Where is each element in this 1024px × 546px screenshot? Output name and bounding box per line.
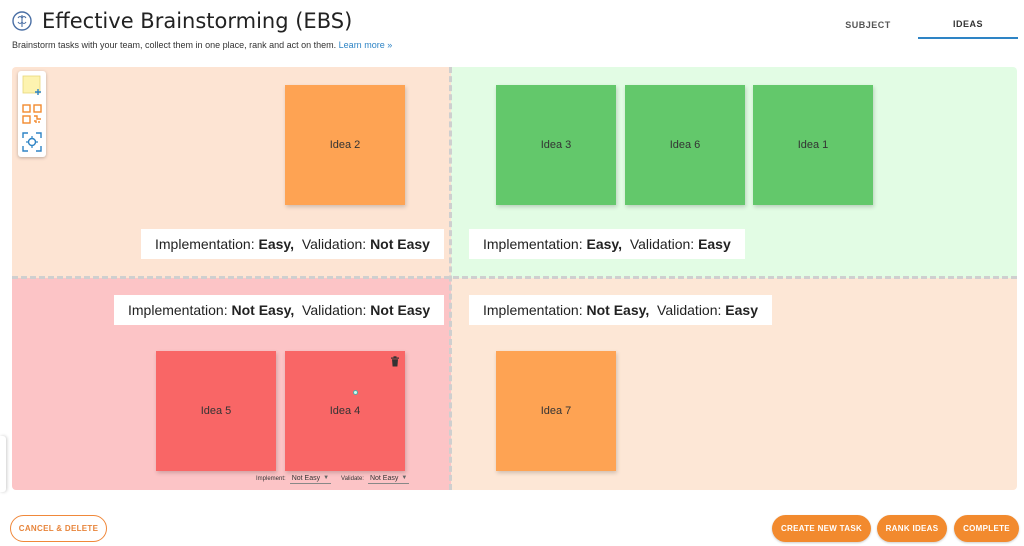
subtitle-text: Brainstorm tasks with your team, collect…	[12, 40, 337, 50]
implement-label: Implement:	[256, 476, 286, 482]
sticky-note[interactable]: Idea 2	[285, 85, 405, 205]
trash-icon[interactable]	[390, 356, 400, 367]
impl-value: Not Easy,	[231, 302, 295, 318]
quadrant-label-bottom-left: Implementation: Not Easy, Validation: No…	[114, 295, 445, 325]
impl-value: Easy,	[258, 236, 295, 252]
caret-down-icon: ▼	[401, 475, 408, 481]
valid-prefix: Validation:	[302, 302, 367, 318]
app-header: Effective Brainstorming (EBS) Brainstorm…	[0, 0, 1024, 60]
quadrant-label-bottom-right: Implementation: Not Easy, Validation: Ea…	[469, 295, 772, 325]
validate-value: Not Easy	[369, 474, 399, 482]
sticky-note[interactable]: Idea 7	[496, 351, 616, 471]
sticky-note-selected[interactable]: Idea 4	[285, 351, 405, 471]
complete-button[interactable]: COMPLETE	[954, 515, 1019, 542]
learn-more-link[interactable]: Learn more »	[338, 40, 393, 50]
impl-prefix: Implementation:	[483, 302, 583, 318]
note-label: Idea 3	[540, 139, 572, 151]
caret-down-icon: ▼	[323, 475, 330, 481]
impl-value: Not Easy,	[586, 302, 650, 318]
tab-ideas[interactable]: IDEAS	[918, 10, 1018, 39]
horizontal-divider	[12, 276, 1017, 279]
tab-subject[interactable]: SUBJECT	[845, 19, 891, 30]
impl-prefix: Implementation:	[155, 236, 255, 252]
brain-icon	[12, 11, 32, 31]
sticky-note[interactable]: Idea 5	[156, 351, 276, 471]
create-new-task-button[interactable]: CREATE NEW TASK	[772, 515, 871, 542]
note-label: Idea 1	[797, 139, 829, 151]
note-label: Idea 6	[669, 139, 701, 151]
page-title: Effective Brainstorming (EBS)	[42, 9, 353, 33]
page-subtitle: Brainstorm tasks with your team, collect…	[12, 40, 392, 50]
valid-value: Easy	[698, 236, 731, 252]
quadrant-label-top-right: Implementation: Easy, Validation: Easy	[469, 229, 745, 259]
valid-value: Not Easy	[370, 302, 431, 318]
validate-select[interactable]: Not Easy ▼	[367, 474, 410, 484]
sticky-note[interactable]: Idea 3	[496, 85, 616, 205]
implement-value: Not Easy	[291, 474, 321, 482]
footer-bar: CANCEL & DELETE CREATE NEW TASK RANK IDE…	[0, 505, 1024, 546]
quadrant-label-top-left: Implementation: Easy, Validation: Not Ea…	[141, 229, 444, 259]
valid-value: Not Easy	[370, 236, 430, 252]
qr-code-icon[interactable]	[21, 103, 43, 125]
impl-prefix: Implementation:	[128, 302, 228, 318]
add-sticky-note-icon[interactable]	[21, 74, 43, 96]
valid-prefix: Validation:	[301, 236, 367, 252]
side-panel-handle[interactable]	[0, 436, 6, 492]
focus-center-icon[interactable]	[21, 131, 43, 153]
valid-prefix: Validation:	[657, 302, 722, 318]
sticky-note[interactable]: Idea 6	[625, 85, 745, 205]
tab-bar: SUBJECT IDEAS	[818, 10, 1018, 39]
valid-prefix: Validation:	[629, 236, 695, 252]
note-label: Idea 4	[329, 405, 361, 417]
idea-matrix-board: Implementation: Easy, Validation: Not Ea…	[12, 67, 1017, 490]
note-label: Idea 7	[540, 405, 572, 417]
note-rating-selectors: Implement: Not Easy ▼ Validate: Not Easy…	[256, 472, 419, 486]
note-label: Idea 2	[329, 139, 361, 151]
cursor-indicator	[353, 390, 358, 395]
validate-label: Validate:	[341, 476, 364, 482]
note-label: Idea 5	[200, 405, 232, 417]
cancel-delete-button[interactable]: CANCEL & DELETE	[10, 515, 107, 542]
sticky-note[interactable]: Idea 1	[753, 85, 873, 205]
valid-value: Easy	[725, 302, 758, 318]
impl-value: Easy,	[586, 236, 623, 252]
impl-prefix: Implementation:	[483, 236, 583, 252]
rank-ideas-button[interactable]: RANK IDEAS	[877, 515, 947, 542]
board-toolbar	[18, 71, 46, 157]
implement-select[interactable]: Not Easy ▼	[289, 474, 332, 484]
